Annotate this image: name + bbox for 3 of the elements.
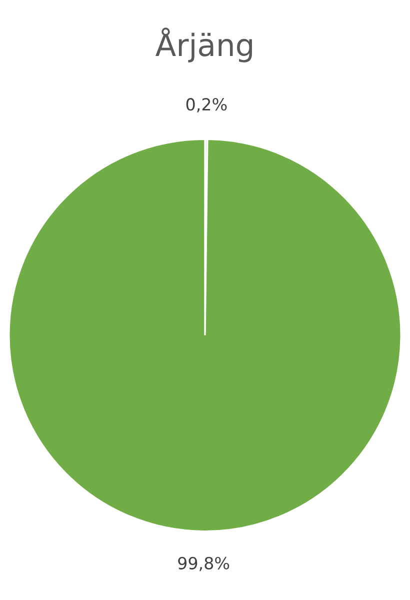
data-label: 0,2% bbox=[186, 98, 227, 112]
chart-title: Årjäng bbox=[156, 28, 252, 62]
data-label: 99,8% bbox=[178, 556, 230, 572]
